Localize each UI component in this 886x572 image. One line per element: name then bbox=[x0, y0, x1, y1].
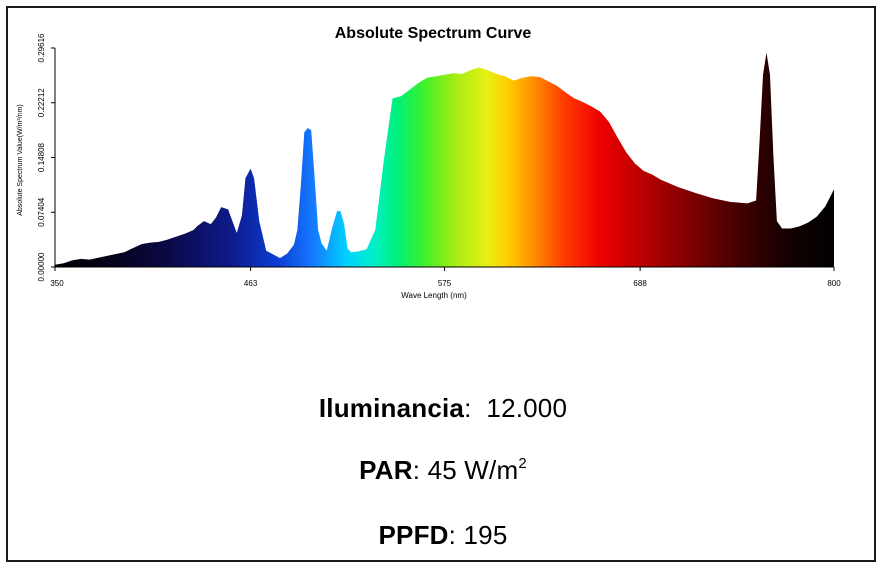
iluminancia-separator: : bbox=[464, 393, 472, 423]
iluminancia-value: 12.000 bbox=[486, 393, 568, 423]
ppfd-label: PPFD bbox=[378, 520, 449, 550]
x-axis-ticks: 350 463 575 688 800 bbox=[50, 267, 841, 288]
x-tick-label: 350 bbox=[50, 279, 64, 288]
par-separator: : bbox=[412, 455, 421, 485]
par-value: 45 W/m bbox=[427, 455, 519, 485]
spectrum-chart: Absolute Spectrum Curve 350 463 575 688 800 … bbox=[17, 25, 841, 300]
y-axis-ticks: 0.00000 0.07404 0.14808 0.22212 0.29616 bbox=[37, 33, 55, 281]
iluminancia-label: Iluminancia bbox=[318, 393, 465, 423]
x-tick-label: 800 bbox=[827, 279, 841, 288]
y-axis-label: Absolute Spectrum Value(W/m²/nm) bbox=[17, 104, 24, 216]
y-tick-label: 0.00000 bbox=[37, 252, 46, 281]
chart-title: Absolute Spectrum Curve bbox=[335, 25, 532, 42]
metric-ppfd: PPFD: 195 bbox=[0, 520, 886, 551]
spectrum-area-series bbox=[55, 52, 834, 268]
metric-iluminancia: Iluminancia: 12.000 bbox=[0, 393, 886, 424]
ppfd-separator: : bbox=[448, 520, 457, 550]
x-tick-label: 463 bbox=[244, 279, 258, 288]
metric-par: PAR: 45 W/m2 bbox=[0, 455, 886, 486]
y-tick-label: 0.29616 bbox=[37, 33, 46, 62]
y-tick-label: 0.07404 bbox=[37, 197, 46, 226]
par-label: PAR bbox=[359, 455, 413, 485]
ppfd-value: 195 bbox=[463, 520, 508, 550]
x-tick-label: 688 bbox=[633, 279, 647, 288]
y-tick-label: 0.22212 bbox=[37, 88, 46, 117]
x-axis-label: Wave Length (nm) bbox=[401, 291, 467, 300]
par-unit-superscript: 2 bbox=[518, 455, 527, 472]
y-tick-label: 0.14808 bbox=[37, 142, 46, 171]
x-tick-label: 575 bbox=[438, 279, 452, 288]
